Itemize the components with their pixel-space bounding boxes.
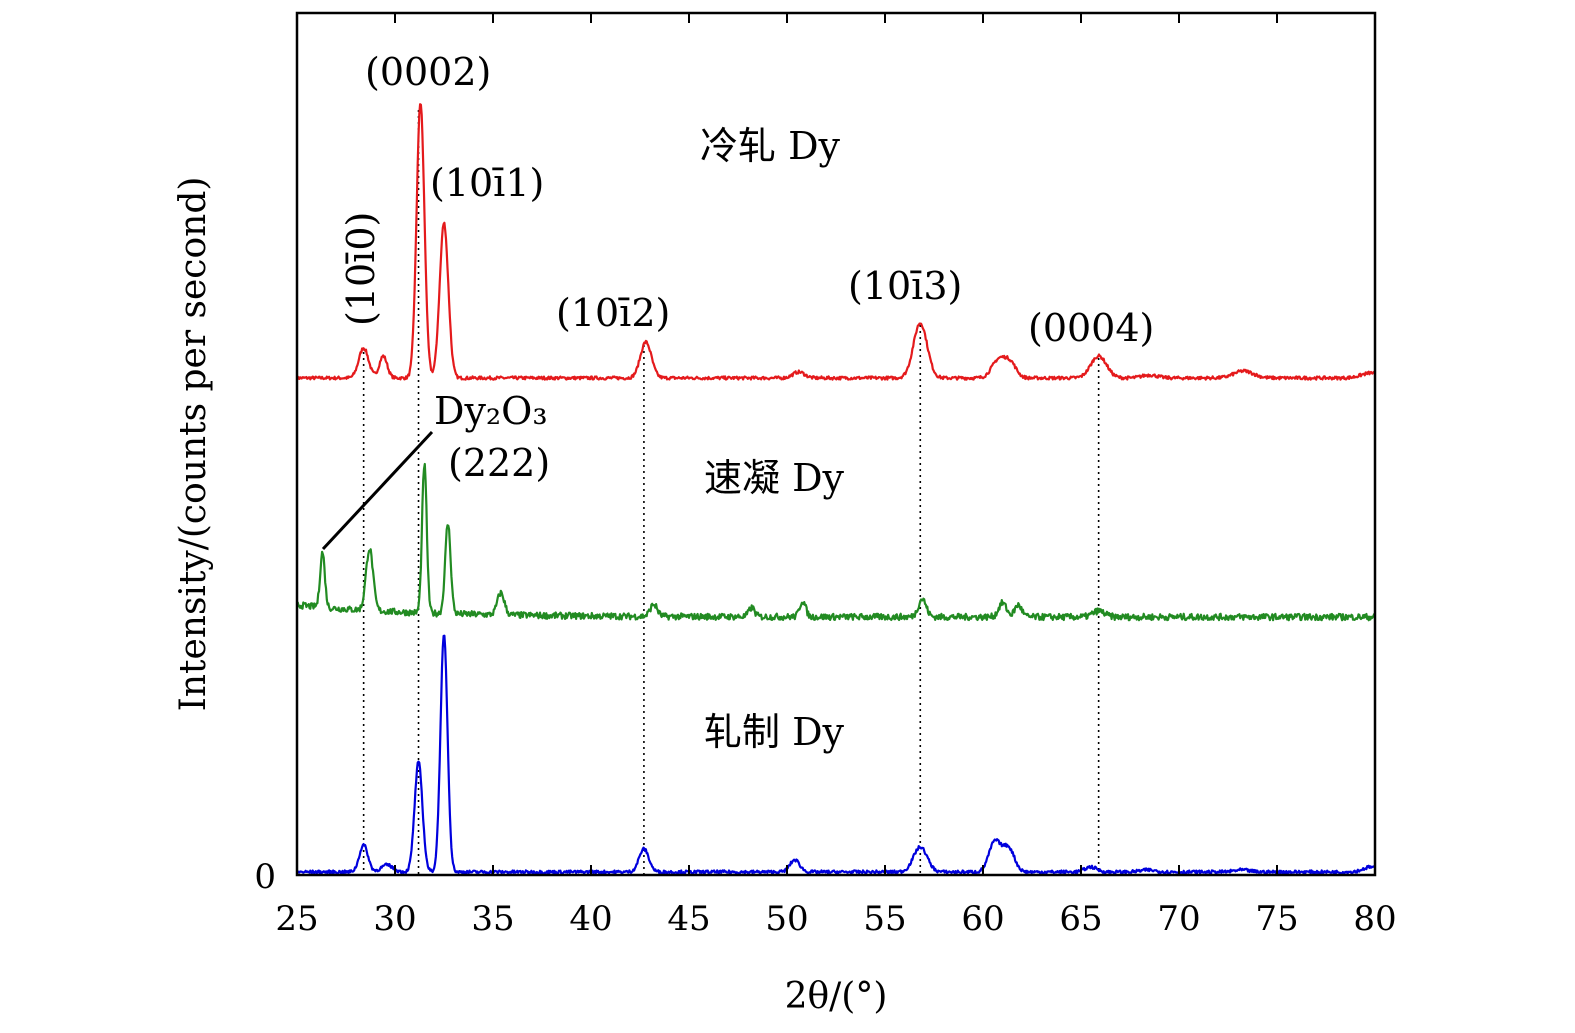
oxide-plane-label: (222) (448, 441, 550, 485)
x-tick-label: 75 (1255, 899, 1298, 939)
series-line-2 (296, 462, 1376, 622)
x-tick-label: 80 (1353, 899, 1396, 939)
peak-label-0002: (0002) (365, 50, 491, 94)
plot-frame (295, 11, 1377, 877)
series-label-rolled: 轧制 Dy (704, 710, 845, 754)
x-tick-label: 60 (961, 899, 1004, 939)
peak-label-10-11: (10ī1) (430, 161, 544, 205)
peak-label-10-13: (10ī3) (848, 264, 962, 308)
y-tick-label: 0 (254, 857, 276, 897)
series-line-1 (295, 103, 1376, 381)
x-tick-label: 30 (373, 899, 416, 939)
series-label-cold-rolled: 冷轧 Dy (700, 124, 841, 168)
oxide-label: Dy₂O₃ (434, 389, 548, 433)
oxide-leader-line (321, 430, 434, 551)
series-label-rapid-solidified: 速凝 Dy (704, 456, 845, 500)
x-tick-label: 50 (765, 899, 808, 939)
y-axis-title: Intensity/(counts per second) (173, 177, 214, 712)
x-tick-label: 25 (275, 899, 318, 939)
x-tick-label: 40 (569, 899, 612, 939)
x-axis-title: 2θ/(°) (785, 976, 888, 1017)
x-tick-label: 65 (1059, 899, 1102, 939)
x-tick-label: 45 (667, 899, 710, 939)
peak-label-10-10: (10ī0) (339, 212, 383, 326)
peak-label-0004: (0004) (1028, 306, 1154, 350)
x-tick-label: 35 (471, 899, 514, 939)
peak-label-10-12: (10ī2) (556, 291, 670, 335)
x-tick-label: 70 (1157, 899, 1200, 939)
x-tick-label: 55 (863, 899, 906, 939)
series-line-3 (296, 634, 1376, 875)
